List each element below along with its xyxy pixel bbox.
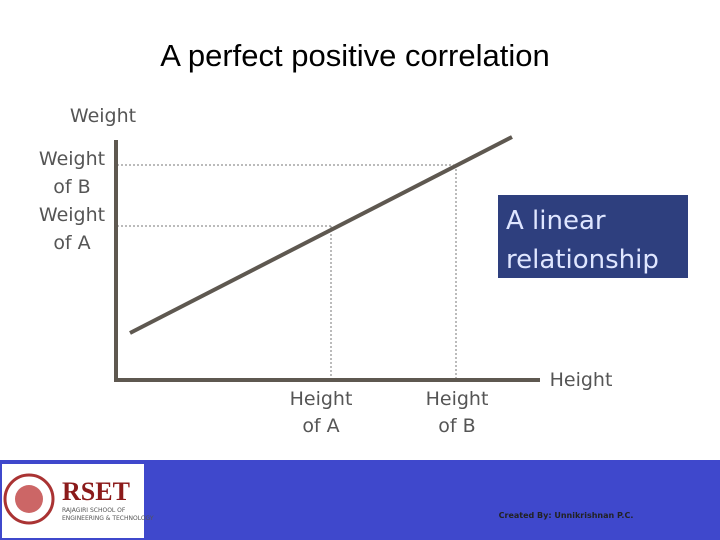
logo-subtitle: ENGINEERING & TECHNOLOGY bbox=[62, 515, 154, 522]
logo-emblem bbox=[3, 473, 55, 525]
logo-subtitle: RAJAGIRI SCHOOL OF bbox=[62, 507, 126, 514]
annotation-box bbox=[498, 195, 688, 278]
x-marker-label: of A bbox=[302, 415, 339, 437]
x-marker-label: Height bbox=[426, 388, 489, 410]
annotation-text: relationship bbox=[506, 245, 659, 275]
trend-line bbox=[129, 135, 513, 335]
y-marker-label: of A bbox=[53, 232, 90, 254]
slide-title: A perfect positive correlation bbox=[160, 38, 549, 73]
x-marker-label: of B bbox=[438, 415, 475, 437]
annotation-text: A linear bbox=[506, 206, 606, 236]
x-marker-label: Height bbox=[290, 388, 353, 410]
y-marker-label: Weight bbox=[39, 148, 105, 170]
credit: Created By: Unnikrishnan P.C. bbox=[499, 511, 634, 520]
y-marker-label: Weight bbox=[39, 204, 105, 226]
logo-emblem bbox=[15, 485, 43, 513]
y-axis-label: Weight bbox=[70, 105, 136, 127]
y-marker-label: of B bbox=[53, 176, 90, 198]
x-axis-label: Height bbox=[550, 369, 613, 391]
logo-text: RSET bbox=[62, 477, 130, 506]
